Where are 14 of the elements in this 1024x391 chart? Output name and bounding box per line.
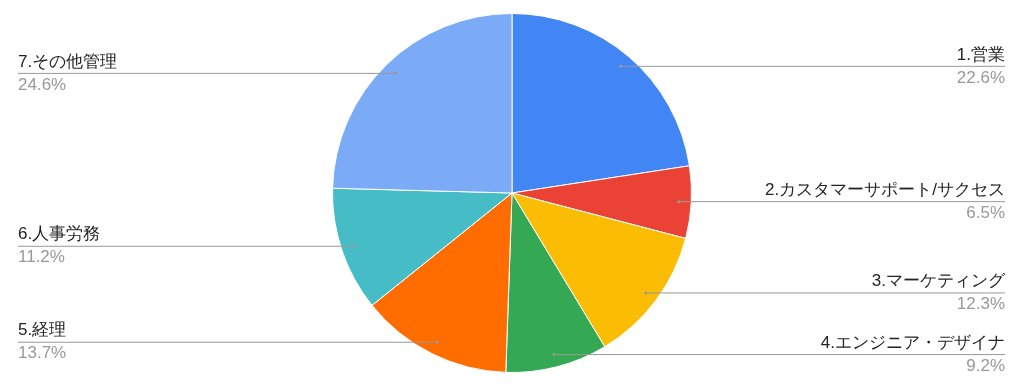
slice-label: 7.その他管理 [18, 51, 118, 71]
data-label: 13.7% [18, 343, 67, 363]
data-label: 9.2% [966, 355, 1005, 375]
data-label: 24.6% [18, 74, 67, 94]
slice-label: 3.マーケティング [871, 271, 1006, 291]
data-label: 6.5% [966, 202, 1005, 222]
slice-label: 5.経理 [18, 320, 67, 340]
data-label: 22.6% [956, 67, 1005, 87]
slice-label: 6.人事労務 [18, 224, 101, 244]
slice-label: 2.カスタマーサポート/サクセス [765, 179, 1005, 199]
slice-label: 4.エンジニア・デザイナ [820, 332, 1005, 352]
slice-label: 1.営業 [956, 44, 1005, 64]
data-label: 11.2% [18, 247, 65, 267]
data-label: 12.3% [956, 294, 1005, 314]
